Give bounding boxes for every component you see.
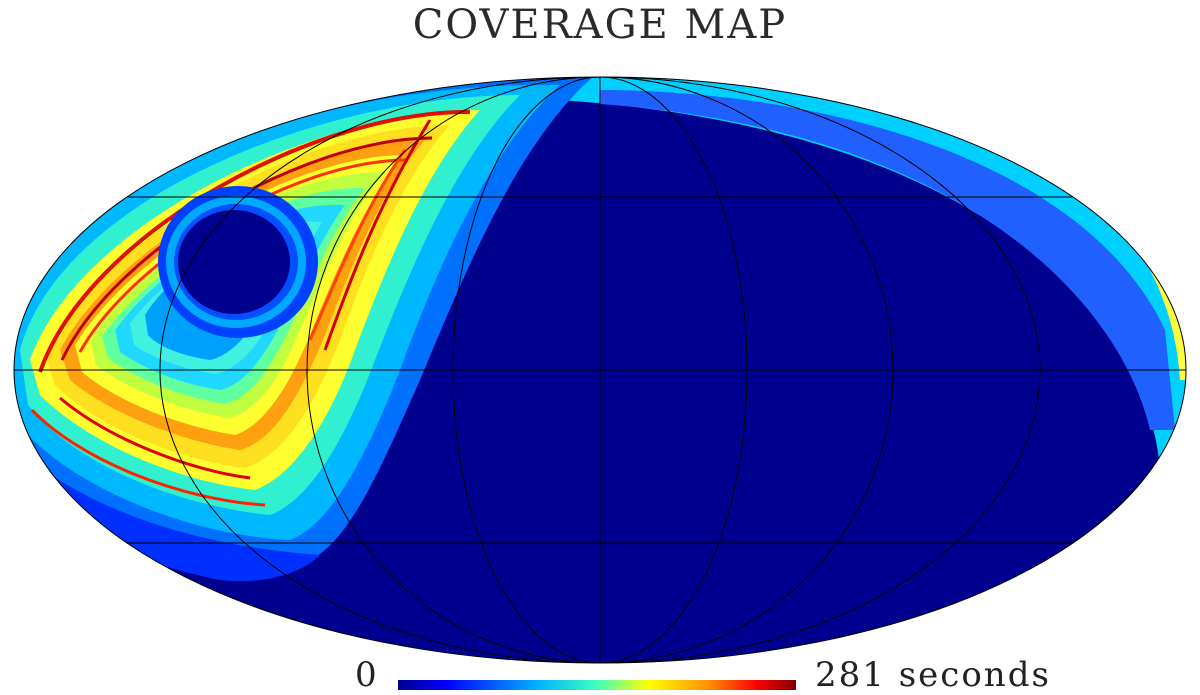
meridian-150 — [159, 77, 1041, 663]
sky-coverage-field — [14, 77, 1186, 663]
meridian-120 — [306, 77, 894, 663]
colorbar-max-value: 281 — [815, 655, 886, 695]
map-outline — [13, 76, 1187, 664]
graticule-grid — [14, 77, 1186, 663]
meridian-60 — [452, 77, 748, 663]
colorbar-unit: seconds — [898, 655, 1051, 695]
colorbar-min-label: 0 — [355, 655, 379, 695]
colorbar — [398, 680, 796, 690]
colorbar-max-label: 281 seconds — [815, 658, 1051, 692]
unobserved-hole — [158, 186, 318, 338]
map-title: COVERAGE MAP — [412, 2, 788, 48]
